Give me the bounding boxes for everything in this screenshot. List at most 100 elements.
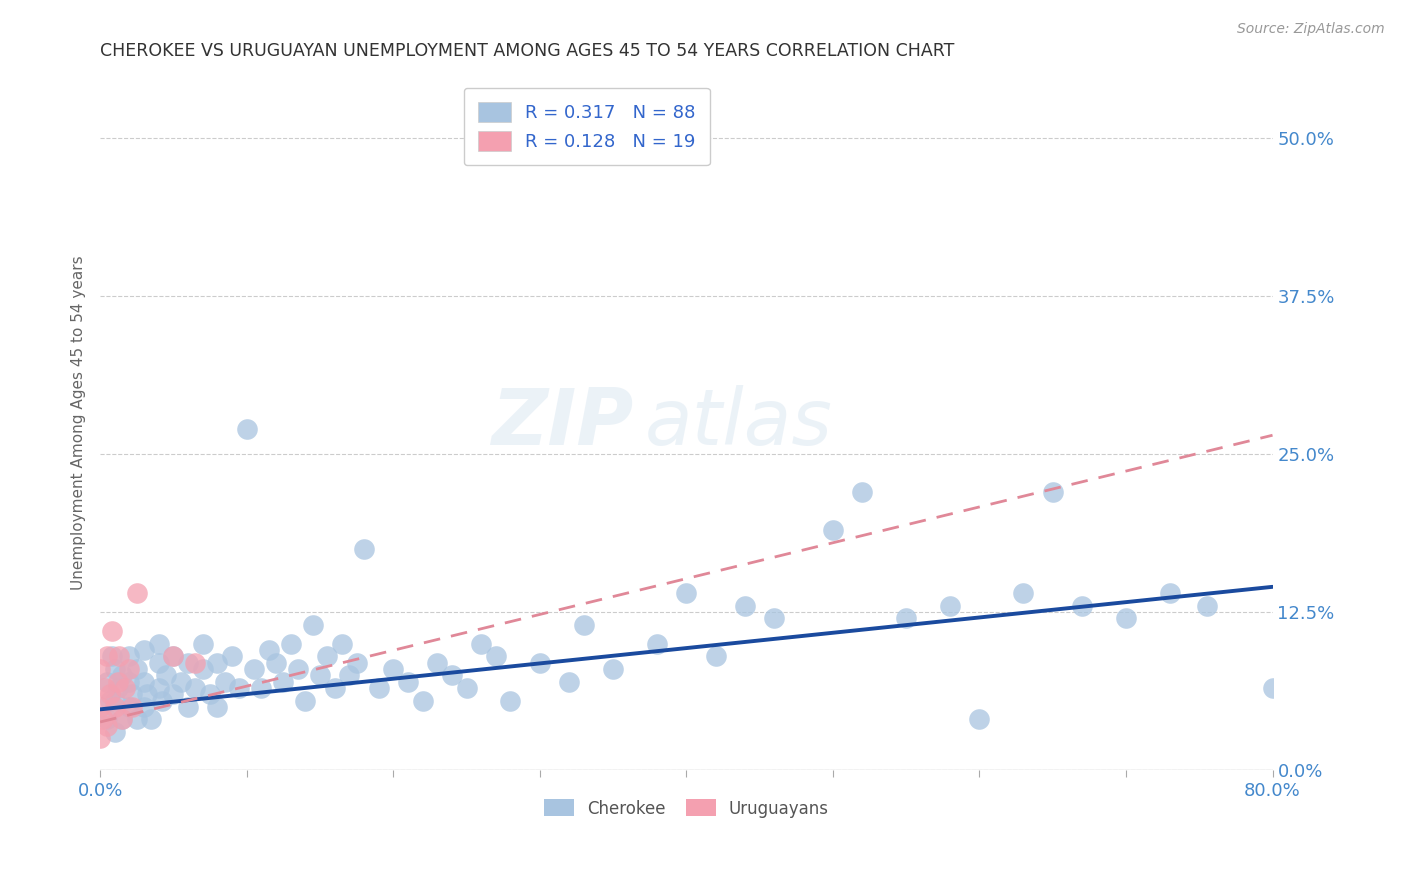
Point — [104, 693, 127, 707]
Point — [969, 713, 991, 727]
Point — [125, 586, 148, 600]
Point — [198, 687, 221, 701]
Point — [214, 674, 236, 689]
Point — [125, 662, 148, 676]
Point — [1195, 599, 1218, 613]
Point — [264, 656, 287, 670]
Point — [148, 681, 170, 695]
Point — [851, 485, 873, 500]
Point — [121, 699, 143, 714]
Point — [221, 649, 243, 664]
Point — [89, 699, 111, 714]
Point — [426, 656, 449, 670]
Point — [118, 699, 141, 714]
Point — [148, 637, 170, 651]
Point — [675, 586, 697, 600]
Point — [141, 713, 163, 727]
Point — [177, 656, 200, 670]
Point — [111, 713, 134, 727]
Point — [104, 725, 127, 739]
Point — [763, 611, 786, 625]
Point — [162, 649, 184, 664]
Point — [104, 699, 127, 714]
Point — [1115, 611, 1137, 625]
Point — [100, 687, 122, 701]
Point — [287, 662, 309, 676]
Point — [207, 699, 229, 714]
Point — [645, 637, 668, 651]
Point — [162, 649, 184, 664]
Point — [162, 687, 184, 701]
Point — [184, 656, 207, 670]
Point — [243, 662, 266, 676]
Point — [101, 624, 124, 638]
Point — [367, 681, 389, 695]
Point — [111, 668, 134, 682]
Point — [456, 681, 478, 695]
Point — [485, 649, 508, 664]
Point — [155, 668, 177, 682]
Point — [132, 699, 155, 714]
Point — [107, 674, 129, 689]
Point — [228, 681, 250, 695]
Point — [1159, 586, 1181, 600]
Point — [440, 668, 463, 682]
Point — [939, 599, 962, 613]
Point — [309, 668, 332, 682]
Text: atlas: atlas — [645, 384, 834, 460]
Point — [337, 668, 360, 682]
Point — [330, 637, 353, 651]
Point — [96, 674, 118, 689]
Text: Source: ZipAtlas.com: Source: ZipAtlas.com — [1237, 22, 1385, 37]
Point — [273, 674, 295, 689]
Point — [412, 693, 434, 707]
Point — [100, 693, 122, 707]
Point — [191, 637, 214, 651]
Point — [382, 662, 405, 676]
Point — [821, 523, 844, 537]
Point — [150, 693, 173, 707]
Point — [118, 662, 141, 676]
Legend: Cherokee, Uruguayans: Cherokee, Uruguayans — [537, 793, 835, 824]
Point — [125, 713, 148, 727]
Point — [184, 681, 207, 695]
Point — [734, 599, 756, 613]
Point — [96, 649, 118, 664]
Point — [114, 681, 136, 695]
Point — [107, 681, 129, 695]
Point — [1012, 586, 1035, 600]
Point — [558, 674, 581, 689]
Y-axis label: Unemployment Among Ages 45 to 54 years: Unemployment Among Ages 45 to 54 years — [72, 255, 86, 590]
Point — [396, 674, 419, 689]
Point — [499, 693, 522, 707]
Point — [191, 662, 214, 676]
Point — [93, 681, 115, 695]
Point — [89, 731, 111, 746]
Point — [177, 699, 200, 714]
Point — [121, 687, 143, 701]
Point — [294, 693, 316, 707]
Point — [148, 656, 170, 670]
Point — [250, 681, 273, 695]
Point — [96, 719, 118, 733]
Text: ZIP: ZIP — [491, 384, 634, 460]
Point — [111, 713, 134, 727]
Point — [316, 649, 339, 664]
Point — [1042, 485, 1064, 500]
Point — [104, 662, 127, 676]
Point — [257, 643, 280, 657]
Point — [602, 662, 624, 676]
Point — [118, 674, 141, 689]
Point — [1071, 599, 1094, 613]
Point — [118, 649, 141, 664]
Point — [101, 649, 124, 664]
Point — [89, 662, 111, 676]
Point — [346, 656, 368, 670]
Point — [323, 681, 346, 695]
Point — [704, 649, 727, 664]
Point — [132, 643, 155, 657]
Point — [301, 617, 323, 632]
Point — [235, 422, 257, 436]
Text: CHEROKEE VS URUGUAYAN UNEMPLOYMENT AMONG AGES 45 TO 54 YEARS CORRELATION CHART: CHEROKEE VS URUGUAYAN UNEMPLOYMENT AMONG… — [100, 42, 955, 60]
Point — [470, 637, 492, 651]
